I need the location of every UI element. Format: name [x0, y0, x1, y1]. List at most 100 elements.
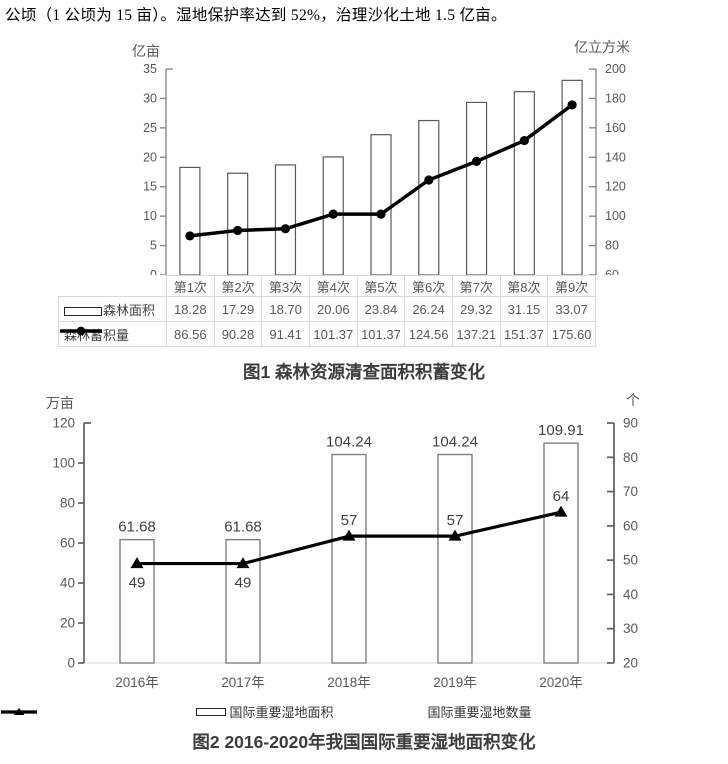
- chart2-title: 图2 2016-2020年我国国际重要湿地面积变化: [192, 732, 536, 752]
- series-value-cell: 31.15: [499, 296, 549, 322]
- series-value-cell: 33.07: [547, 296, 596, 322]
- legend-label: 国际重要湿地面积: [229, 705, 334, 720]
- x-axis-category-label: 2016年: [115, 675, 159, 690]
- bar-value-label: 109.91: [538, 422, 584, 439]
- bar-series-swatch-icon: [196, 707, 227, 716]
- wetland-chart-canvas: 0 20 40 60 80 100 120 20 30 40 50 60 70 80 90 万亩 个 61.68 6…: [46, 392, 640, 690]
- line-value-label: 49: [235, 575, 252, 592]
- right-axis-tick-label: 100: [605, 209, 626, 223]
- left-axis-unit-label: 亿亩: [132, 43, 160, 59]
- left-axis-unit-label: 万亩: [46, 395, 74, 411]
- line-marker-triangle: [554, 505, 568, 517]
- left-axis-tick-label: 0: [67, 656, 75, 671]
- series-value-cell: 91.41: [261, 321, 310, 347]
- bar-series-swatch-icon: [64, 306, 102, 316]
- right-axis-tick-label: 60: [605, 268, 619, 275]
- line-marker-circle: [328, 209, 338, 219]
- left-axis-tick-label: 20: [60, 616, 75, 631]
- right-axis-tick-label: 40: [623, 587, 638, 602]
- left-axis-tick-label: 40: [60, 576, 75, 591]
- series-value-cell: 29.32: [451, 296, 501, 322]
- line-marker-circle: [519, 135, 529, 146]
- right-axis-tick-label: 120: [605, 180, 626, 194]
- line-marker-triangle: [342, 529, 356, 541]
- line-series-swatch-icon: [59, 326, 102, 335]
- right-axis-tick-label: 180: [605, 91, 626, 105]
- category-header-cell: 第7次: [451, 275, 501, 297]
- bar-2018年: [331, 453, 367, 664]
- left-axis-tick-label: 10: [143, 209, 157, 223]
- line-marker-circle: [233, 225, 243, 236]
- series-value-cell: 101.37: [308, 321, 358, 347]
- category-header-cell: 第5次: [356, 275, 406, 297]
- right-axis-tick-label: 80: [605, 239, 619, 253]
- bar-第2次: [227, 172, 249, 275]
- left-axis-tick-label: 80: [60, 496, 75, 511]
- category-header-cell: 第9次: [547, 275, 596, 297]
- line-series-swatch-icon: [1, 707, 37, 715]
- bar-第8次: [513, 91, 535, 275]
- bar-value-label: 61.68: [118, 519, 156, 536]
- series-value-cell: 101.37: [356, 321, 406, 347]
- legend-item-wetland-area: 国际重要湿地面积: [196, 702, 334, 721]
- line-marker-triangle: [236, 557, 250, 569]
- series-value-cell: 151.37: [499, 321, 549, 347]
- right-axis-tick-label: 140: [605, 150, 626, 164]
- line-marker-circle: [567, 100, 577, 110]
- bar-第1次: [179, 166, 201, 275]
- category-header-cell: 第6次: [404, 275, 453, 297]
- line-value-label: 57: [447, 512, 464, 529]
- line-marker-circle: [185, 231, 195, 241]
- forest-chart-canvas: 0 5 10 15 20 25 30 35 60 80 100 120 140 160 180 200 亿亩 亿立…: [132, 39, 630, 275]
- x-axis-category-label: 2017年: [221, 675, 265, 690]
- bar-第6次: [418, 119, 440, 275]
- left-axis-tick-label: 5: [150, 239, 157, 253]
- bar-第5次: [370, 134, 392, 275]
- left-axis-tick-label: 60: [60, 536, 75, 551]
- bar-第3次: [274, 164, 297, 275]
- series-value-cell: 20.06: [308, 296, 358, 322]
- bar-2020年: [543, 442, 579, 664]
- left-axis-tick-label: 100: [52, 456, 75, 471]
- series-name-label: 森林面积: [103, 302, 156, 318]
- series-legend-cell: 森林面积: [58, 296, 167, 322]
- line-marker-circle: [280, 224, 291, 234]
- line-value-label: 57: [341, 512, 358, 529]
- right-axis-tick-label: 20: [623, 656, 638, 671]
- line-value-label: 49: [129, 575, 146, 592]
- legend-label: 国际重要湿地数量: [427, 705, 532, 720]
- bar-2019年: [437, 453, 473, 664]
- line-marker-circle: [376, 209, 386, 219]
- right-axis-tick-label: 90: [623, 416, 638, 431]
- bar-value-label: 104.24: [432, 434, 478, 451]
- left-axis-tick-label: 15: [143, 180, 157, 194]
- category-header-cell: 第3次: [261, 275, 310, 297]
- line-marker-circle: [424, 175, 434, 185]
- right-axis-tick-label: 160: [605, 121, 626, 135]
- series-value-cell: 26.24: [404, 296, 453, 322]
- line-marker-triangle: [448, 529, 462, 541]
- right-axis-tick-label: 50: [623, 553, 638, 568]
- right-axis-tick-label: 200: [605, 62, 626, 76]
- left-axis-tick-label: 20: [143, 150, 157, 164]
- series-value-cell: 175.60: [547, 321, 596, 347]
- left-axis-tick-label: 0: [150, 268, 157, 275]
- x-axis-category-label: 2020年: [539, 675, 583, 690]
- series-value-cell: 90.28: [213, 321, 263, 347]
- series-value-cell: 137.21: [451, 321, 501, 347]
- series-value-cell: 18.70: [261, 296, 310, 322]
- line-marker-triangle: [130, 557, 144, 569]
- left-axis-tick-label: 120: [52, 416, 75, 431]
- category-header-cell: 第2次: [213, 275, 263, 297]
- right-axis-unit-label: 个: [626, 392, 640, 408]
- series-value-cell: 18.28: [166, 296, 215, 322]
- series-value-cell: 17.29: [213, 296, 263, 322]
- chart2-legend: 国际重要湿地面积 国际重要湿地数量: [0, 702, 728, 721]
- bar-第7次: [465, 101, 488, 275]
- table-corner-cell: [59, 276, 167, 297]
- left-axis-tick-label: 35: [143, 62, 157, 76]
- right-axis-tick-label: 30: [623, 621, 638, 636]
- bar-value-label: 61.68: [224, 519, 262, 536]
- right-axis-tick-label: 70: [623, 484, 638, 499]
